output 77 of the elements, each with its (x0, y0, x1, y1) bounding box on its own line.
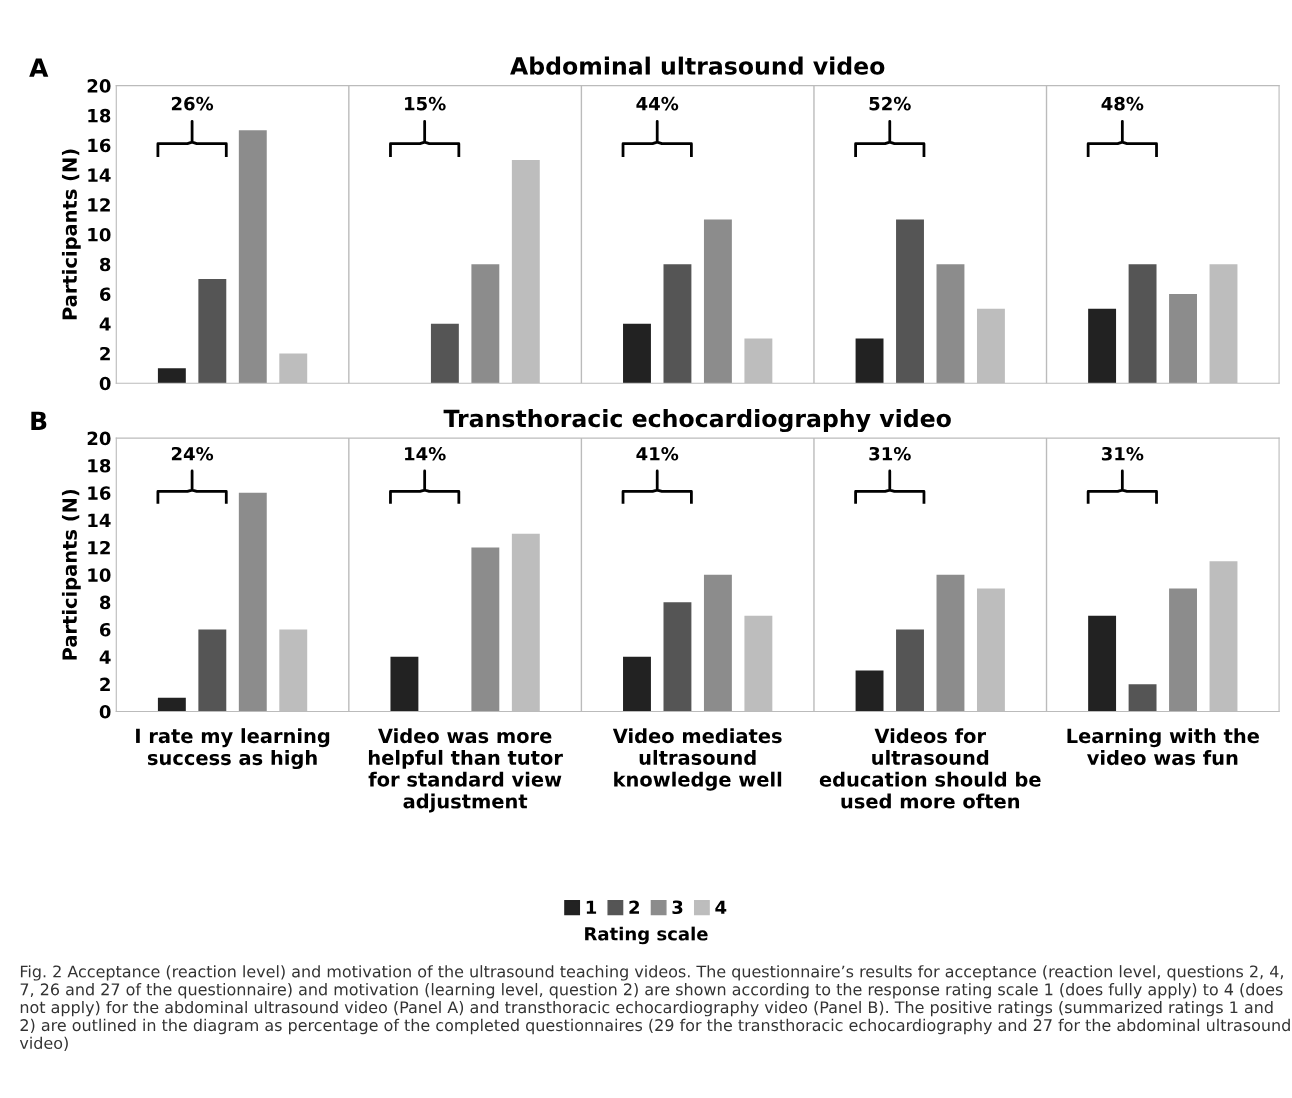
bar (471, 264, 500, 384)
bar (623, 323, 651, 384)
y-tick-label: 18 (88, 458, 111, 473)
bar (238, 492, 267, 712)
legend-title: Rating scale (585, 926, 708, 945)
bar (471, 547, 500, 712)
legend-label: 4 (715, 900, 727, 914)
bar (430, 323, 459, 384)
x-tick-label: Video was more helpful than tutor for standard view adjustment (368, 728, 563, 813)
bar (663, 264, 692, 384)
bar (855, 670, 884, 712)
chart-title: Transthoracic echocardiography video (443, 409, 951, 433)
x-tick-label: Learning with the video was fun (1067, 728, 1259, 766)
y-tick-label: 10 (88, 568, 111, 582)
bar (703, 219, 732, 384)
annotation: 41% (636, 446, 679, 461)
bar (896, 629, 924, 712)
y-tick-label: 16 (88, 486, 111, 500)
legend-label: 3 (672, 900, 683, 915)
bar (1088, 308, 1117, 384)
y-tick-label: 14 (88, 168, 111, 182)
bar (238, 130, 267, 384)
legend-label: 2 (629, 900, 640, 914)
y-tick-label: 12 (88, 540, 110, 555)
y-axis-title: Participants (N) (61, 489, 81, 660)
bar (623, 656, 651, 712)
bar (1088, 615, 1117, 712)
y-tick-label: 0 (99, 376, 111, 391)
bar (855, 338, 884, 384)
bar (896, 219, 924, 384)
y-tick-label: 20 (87, 431, 111, 446)
y-tick-label: 6 (99, 622, 111, 637)
chart-title: Abdominal ultrasound video (510, 56, 885, 75)
x-tick-label: Video mediates ultrasound knowledge well (612, 728, 782, 791)
x-tick-label: I rate my learning success as high (136, 728, 330, 770)
bar (157, 368, 186, 384)
annotation: 48% (1101, 96, 1144, 111)
annotation: 31% (869, 446, 911, 461)
annotation: 44% (636, 96, 679, 111)
y-tick-label: 18 (88, 108, 111, 123)
y-tick-label: 4 (99, 650, 111, 664)
bar (1169, 588, 1197, 712)
annotation: 26% (171, 96, 214, 111)
y-tick-label: 8 (99, 595, 111, 610)
bar (157, 697, 186, 712)
bar (663, 602, 692, 712)
text: B (31, 411, 47, 430)
bar (703, 574, 732, 712)
x-tick-label: Videos for ultrasound education should be used more often (819, 728, 1041, 809)
bar (390, 656, 419, 712)
bar (1128, 264, 1157, 384)
annotation: 24% (171, 446, 214, 461)
y-tick-label: 2 (100, 346, 110, 361)
legend-label: 1 (586, 900, 597, 914)
y-tick-label: 20 (87, 79, 111, 93)
bar (936, 574, 965, 712)
text: A (29, 58, 49, 77)
annotation: 31% (1101, 446, 1144, 461)
bar (198, 279, 227, 384)
y-tick-label: 8 (99, 257, 111, 272)
y-tick-label: 0 (99, 704, 111, 719)
annotation: 52% (869, 96, 911, 111)
bar (1169, 293, 1197, 384)
annotation: 14% (405, 446, 446, 461)
y-tick-label: 6 (99, 287, 111, 302)
y-tick-label: 16 (88, 138, 111, 153)
bar (198, 629, 227, 712)
y-tick-label: 4 (99, 317, 111, 331)
bar (936, 264, 965, 384)
y-axis-title: Participants (N) (61, 149, 81, 320)
y-tick-label: 14 (88, 513, 111, 527)
y-tick-label: 10 (88, 227, 111, 242)
caption: Fig. 2 Acceptance (reaction level) and motivation of the ultrasound teaching videos. The questionnaire’s results for acceptance (reaction level, questions 2, 4, 7, 26 and 27 of the questionnaire) and motivation (learning level, question 2) are shown according to the response rating scale 1 (does fully apply) to 4 (does not apply) for the abdominal ultrasound video (Panel A) and transthoracic echocardiography video (Panel B). The positive ratings (summarized ratings 1 and 2) are outlined in the diagram as percentage of the completed questionnaires (29 for the transthoracic echocardiography and 27 for the abdominal ultrasound video) (19, 965, 1290, 1051)
annotation: 15% (405, 96, 446, 111)
bar (1128, 684, 1157, 712)
y-tick-label: 12 (88, 198, 110, 212)
y-tick-label: 2 (100, 677, 110, 692)
